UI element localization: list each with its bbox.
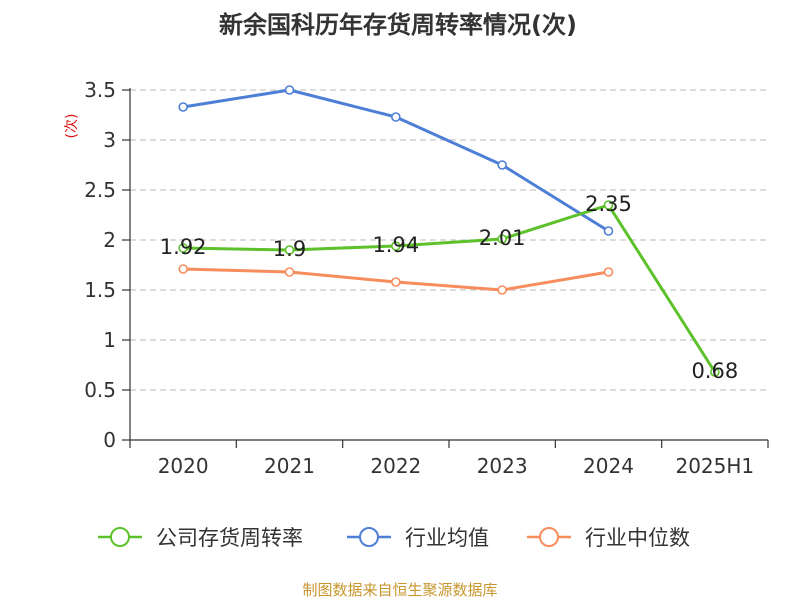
x-tick-label: 2024 (583, 454, 634, 478)
y-tick-label: 1.5 (84, 278, 116, 302)
data-point (603, 200, 614, 210)
data-point (284, 85, 295, 95)
legend-item-0: 公司存货周转率 (98, 526, 303, 550)
y-tick-label: 1 (103, 328, 116, 352)
data-label: 2.35 (585, 192, 632, 216)
data-labels: 1.92 1.9 1.94 2.01 2.35 0.68 (160, 192, 738, 383)
grid-lines (130, 89, 768, 391)
data-label: 2.01 (479, 226, 526, 250)
legend-label: 公司存货周转率 (156, 526, 303, 550)
legend-label: 行业中位数 (585, 526, 690, 550)
data-label: 0.68 (691, 359, 738, 383)
series-0 (178, 200, 720, 377)
data-point (497, 160, 507, 170)
y-tick-label: 2 (103, 228, 116, 252)
legend-label: 行业均值 (405, 526, 489, 550)
y-axis-ticks: 0 0.5 1 1.5 2 2.5 3 3.5 (84, 78, 130, 452)
y-axis-label: (次) (64, 114, 80, 139)
y-tick-label: 2.5 (84, 178, 116, 202)
series-line (183, 203, 717, 373)
x-tick-label: 2022 (370, 454, 421, 478)
data-label: 1.92 (160, 235, 207, 259)
series-group (178, 85, 720, 377)
data-point (178, 102, 188, 112)
data-point (603, 267, 614, 277)
x-tick-label: 2020 (158, 454, 209, 478)
data-point (497, 234, 507, 244)
data-point (391, 277, 401, 287)
data-point (391, 241, 401, 251)
x-tick-label: 2025H1 (675, 454, 754, 478)
y-tick-label: 0 (103, 428, 116, 452)
data-point (391, 112, 401, 122)
chart-title: 新余国科历年存货周转率情况(次) (219, 11, 577, 39)
y-tick-label: 3 (103, 128, 116, 152)
legend-marker (110, 527, 130, 547)
series-1 (178, 85, 614, 236)
data-point (178, 243, 188, 253)
data-point (710, 367, 720, 377)
legend-marker (359, 527, 379, 547)
legend-marker (539, 527, 559, 547)
legend-item-2: 行业中位数 (527, 526, 690, 550)
legend: 公司存货周转率 行业均值 行业中位数 (98, 526, 690, 550)
source-note: 制图数据来自恒生聚源数据库 (302, 581, 497, 599)
data-point (497, 285, 507, 295)
data-label: 1.94 (372, 233, 419, 257)
y-tick-label: 0.5 (84, 378, 116, 402)
data-label: 1.9 (273, 237, 306, 261)
series-line (182, 88, 610, 233)
data-point (178, 264, 188, 274)
series-2 (178, 264, 614, 295)
data-point (284, 245, 295, 255)
x-axis-ticks: 2020 2021 2022 2023 2024 2025H1 (129, 440, 769, 478)
legend-item-1: 行业均值 (347, 526, 489, 550)
x-tick-label: 2023 (477, 454, 528, 478)
data-point (603, 226, 614, 236)
y-tick-label: 3.5 (84, 78, 116, 102)
data-point (284, 267, 295, 277)
x-tick-label: 2021 (264, 454, 315, 478)
